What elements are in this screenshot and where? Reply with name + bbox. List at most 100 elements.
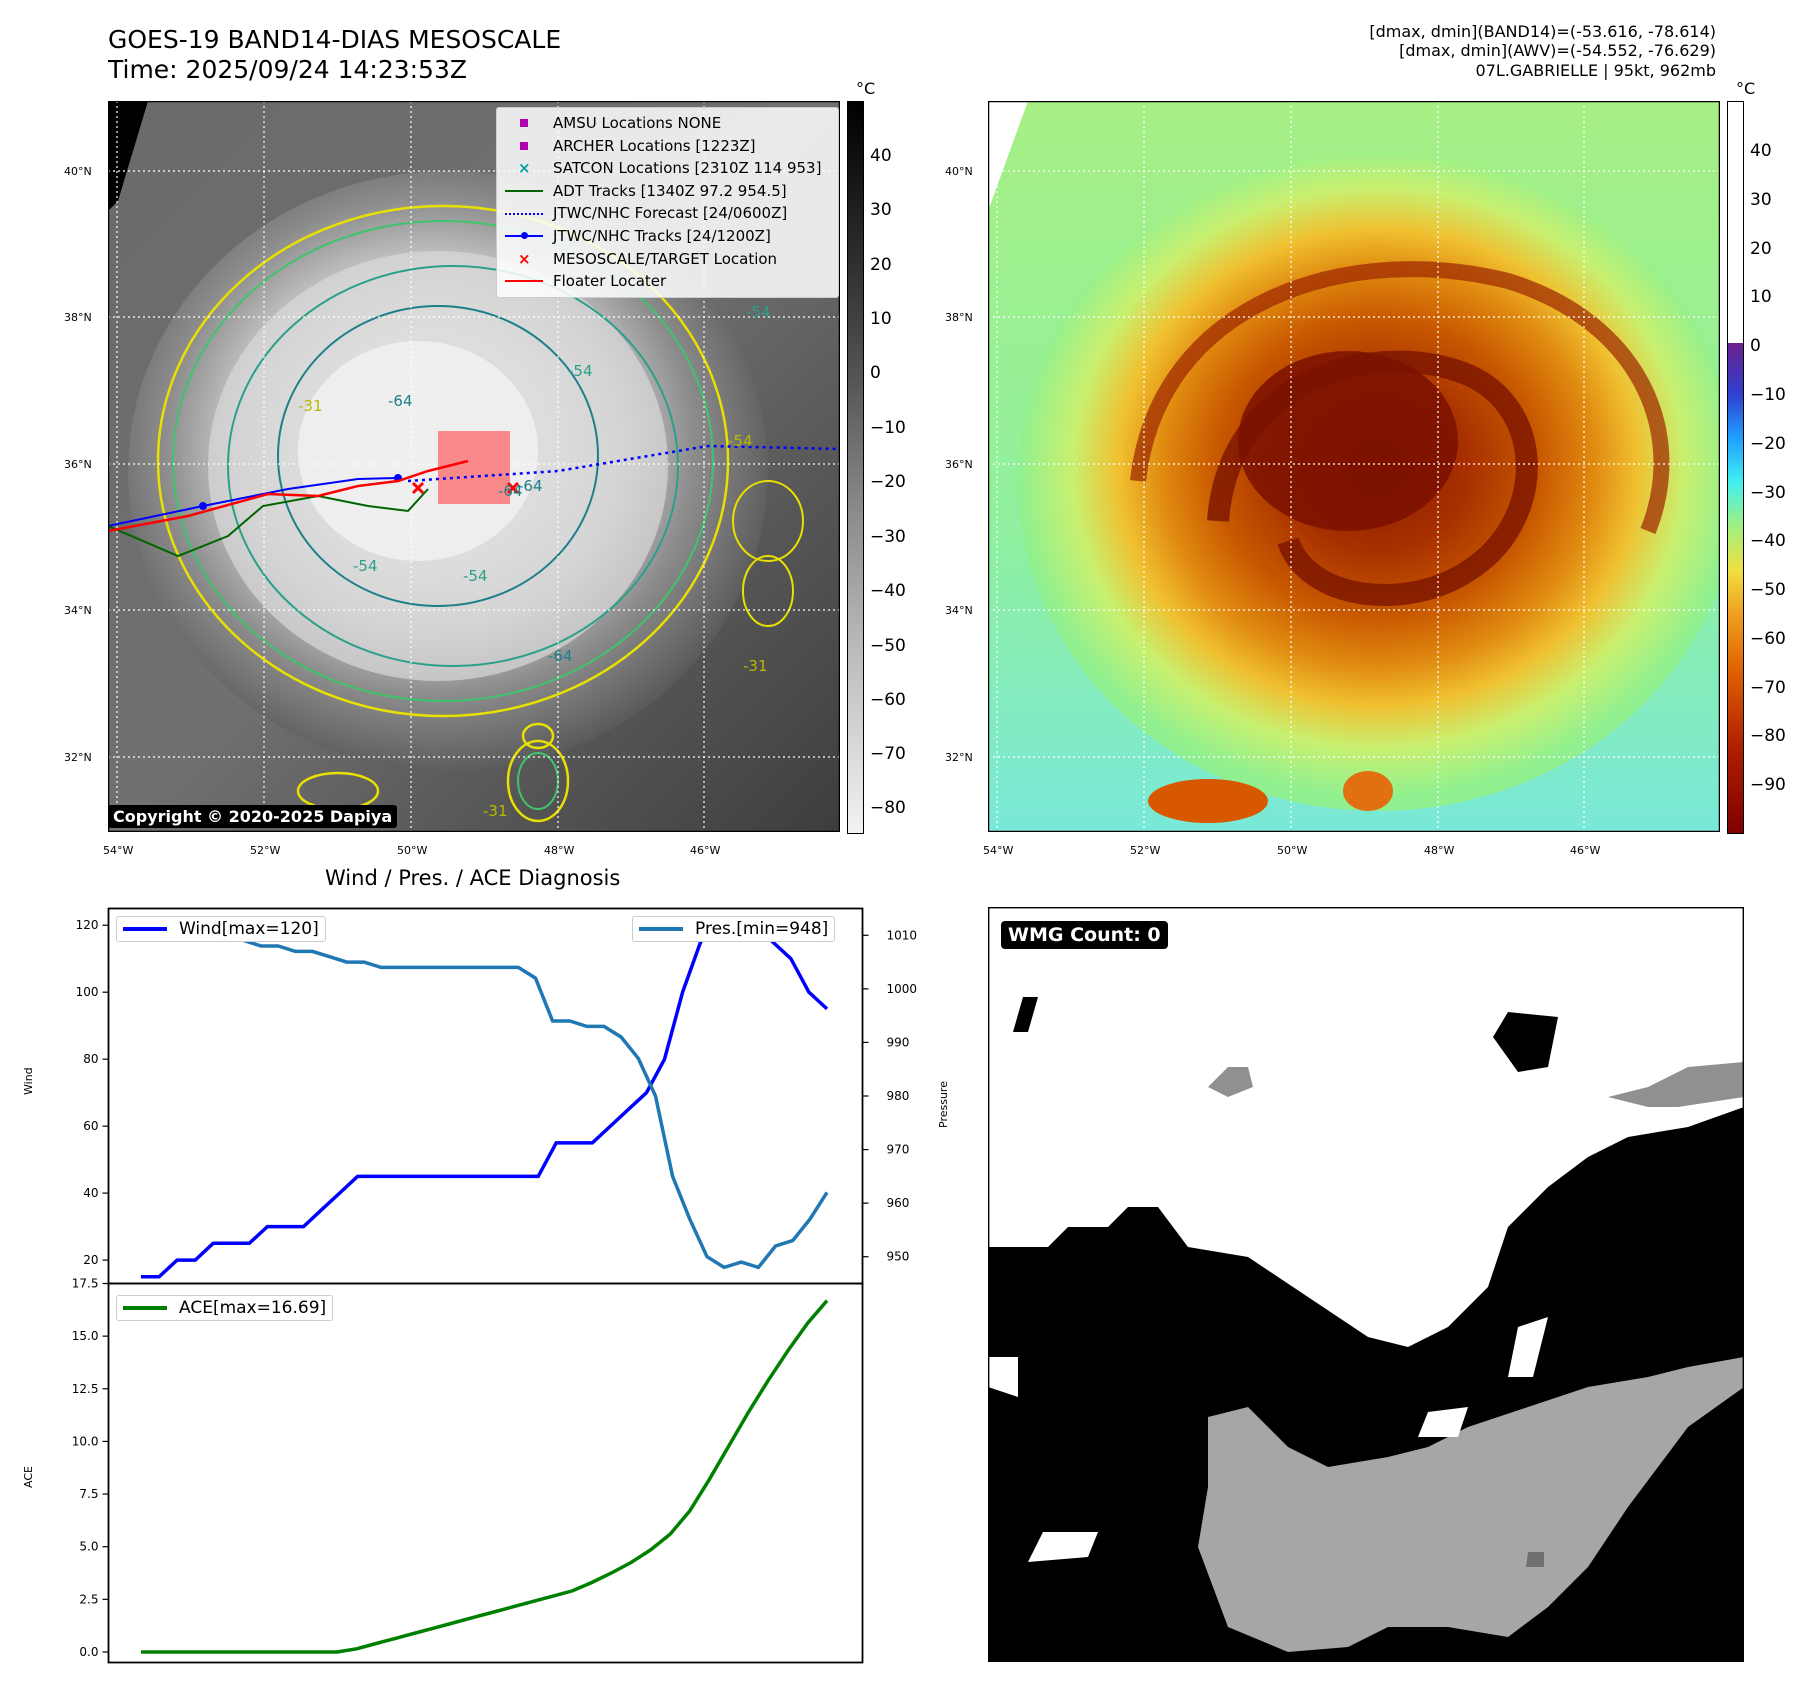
y-tick-label: 20 (83, 1253, 98, 1267)
lon-tick: 50°W (1277, 844, 1308, 857)
wv-colorbar-tick: −40 (1750, 531, 1786, 551)
lon-tick: 48°W (1424, 844, 1455, 857)
x-marker-icon: × (518, 249, 531, 268)
info-line-1: [dmax, dmin](BAND14)=(-53.616, -78.614) (1369, 22, 1716, 41)
ir-colorbar-tick: −40 (870, 581, 906, 601)
pressure-series-line (141, 922, 829, 1270)
y-tick-label: 5.0 (79, 1540, 98, 1554)
diagnosis-chart: 20 40 60 80 100 120 950 960 970 980 990 1000 1010 0… (72, 907, 918, 1664)
wv-colorbar-tick: −80 (1750, 726, 1786, 746)
contour-label: -31 (483, 802, 508, 820)
copyright-badge: Copyright © 2020-2025 Dapiya (108, 805, 398, 828)
ir-colorbar-tick: 40 (870, 146, 892, 166)
wmg-classification-image (987, 906, 1745, 1663)
y-tick-label: 10.0 (72, 1434, 99, 1448)
legend-item-adt: ADT Tracks [1340Z 97.2 954.5] (505, 180, 832, 203)
y2-tick-label: 950 (887, 1250, 910, 1264)
ir-colorbar-tick: −70 (870, 744, 906, 764)
dotted-line-icon (505, 207, 543, 221)
wind-series-line (141, 923, 829, 1279)
y-tick-label: 17.5 (72, 1277, 99, 1291)
ace-series-line (141, 1299, 829, 1654)
legend-item-archer: ARCHER Locations [1223Z] (505, 135, 832, 158)
lon-tick: 48°W (544, 844, 575, 857)
contour-label: -64 (518, 477, 543, 495)
lon-tick: 46°W (1570, 844, 1601, 857)
lon-tick: 54°W (983, 844, 1014, 857)
wind-legend: Wind[max=120] (116, 916, 326, 942)
ir-colorbar (847, 101, 864, 834)
y-tick-label: 80 (83, 1052, 98, 1066)
lat-tick: 32°N (945, 751, 973, 764)
wv-colorbar-tick: 40 (1750, 141, 1772, 161)
lon-tick: 54°W (103, 844, 134, 857)
contour-label: -54 (463, 567, 488, 585)
contour-label: -54 (746, 303, 771, 321)
contour-label: -31 (743, 657, 768, 675)
y2-tick-label: 970 (887, 1143, 910, 1157)
ir-colorbar-tick: 20 (870, 255, 892, 275)
wv-satellite-image (987, 100, 1738, 833)
wv-colorbar-tick: 10 (1750, 287, 1772, 307)
wv-colorbar-tick: −30 (1750, 483, 1786, 503)
y-tick-label: 0.0 (79, 1645, 98, 1659)
lat-tick: 40°N (945, 165, 973, 178)
ace-axis-label: ACE (22, 1466, 35, 1488)
lon-tick: 52°W (250, 844, 281, 857)
wv-colorbar-unit: °C (1736, 79, 1756, 98)
ir-colorbar-tick: −10 (870, 418, 906, 438)
y-tick-label: 120 (76, 918, 99, 932)
y-tick-label: 7.5 (79, 1487, 98, 1501)
wv-colorbar-tick: 20 (1750, 239, 1772, 259)
contour-label: -64 (548, 647, 573, 665)
ir-colorbar-tick: 10 (870, 309, 892, 329)
wv-colorbar (1727, 101, 1744, 834)
ir-colorbar-tick: −20 (870, 472, 906, 492)
legend-item-forecast: JTWC/NHC Forecast [24/0600Z] (505, 202, 832, 225)
line-swatch-icon (123, 1306, 167, 1310)
y2-tick-label: 960 (887, 1196, 910, 1210)
contour-label: -64 (388, 392, 413, 410)
lat-tick: 34°N (945, 604, 973, 617)
wmg-count-badge: WMG Count: 0 (1001, 921, 1168, 949)
lat-tick: 38°N (945, 311, 973, 324)
y2-tick-label: 1010 (887, 928, 918, 942)
lat-tick: 32°N (64, 751, 92, 764)
line-dot-icon (505, 229, 543, 243)
legend-item-floater: Floater Locater (505, 270, 832, 293)
y2-tick-label: 980 (887, 1089, 910, 1103)
x-marker-icon: × (518, 159, 531, 178)
ir-colorbar-tick: −30 (870, 527, 906, 547)
wind-axis-label: Wind (22, 1067, 35, 1095)
ir-colorbar-unit: °C (856, 79, 876, 98)
line-swatch-icon (639, 927, 683, 931)
wv-satellite-panel (987, 100, 1738, 833)
wv-colorbar-tick: −10 (1750, 385, 1786, 405)
y-tick-label: 12.5 (72, 1382, 99, 1396)
lon-tick: 50°W (397, 844, 428, 857)
lat-tick: 36°N (64, 458, 92, 471)
wv-colorbar-tick: −50 (1750, 580, 1786, 600)
diagnosis-title: Wind / Pres. / ACE Diagnosis (325, 866, 621, 890)
lon-tick: 46°W (690, 844, 721, 857)
ir-colorbar-tick: −80 (870, 798, 906, 818)
square-marker-icon (505, 139, 543, 153)
ir-colorbar-tick: 30 (870, 200, 892, 220)
ir-colorbar-tick: 0 (870, 363, 881, 383)
wv-colorbar-tick: 0 (1750, 336, 1761, 356)
ace-legend: ACE[max=16.69] (116, 1295, 334, 1321)
lat-tick: 36°N (945, 458, 973, 471)
legend-item-amsu: AMSU Locations NONE (505, 112, 832, 135)
contour-label: -54 (568, 362, 593, 380)
wv-colorbar-tick: −60 (1750, 629, 1786, 649)
lat-tick: 40°N (64, 165, 92, 178)
info-line-3: 07L.GABRIELLE | 95kt, 962mb (1475, 61, 1716, 80)
y-tick-label: 100 (76, 985, 99, 999)
contour-label: -31 (298, 397, 323, 415)
info-line-2: [dmax, dmin](AWV)=(-54.552, -76.629) (1399, 41, 1716, 60)
ir-satellite-panel: -54 -54 -64 -64 -64 -54 -54 -64 -31 -31 … (107, 100, 841, 833)
contour-label: -54 (728, 432, 753, 450)
lat-tick: 34°N (64, 604, 92, 617)
lon-tick: 52°W (1130, 844, 1161, 857)
y-tick-label: 60 (83, 1119, 98, 1133)
